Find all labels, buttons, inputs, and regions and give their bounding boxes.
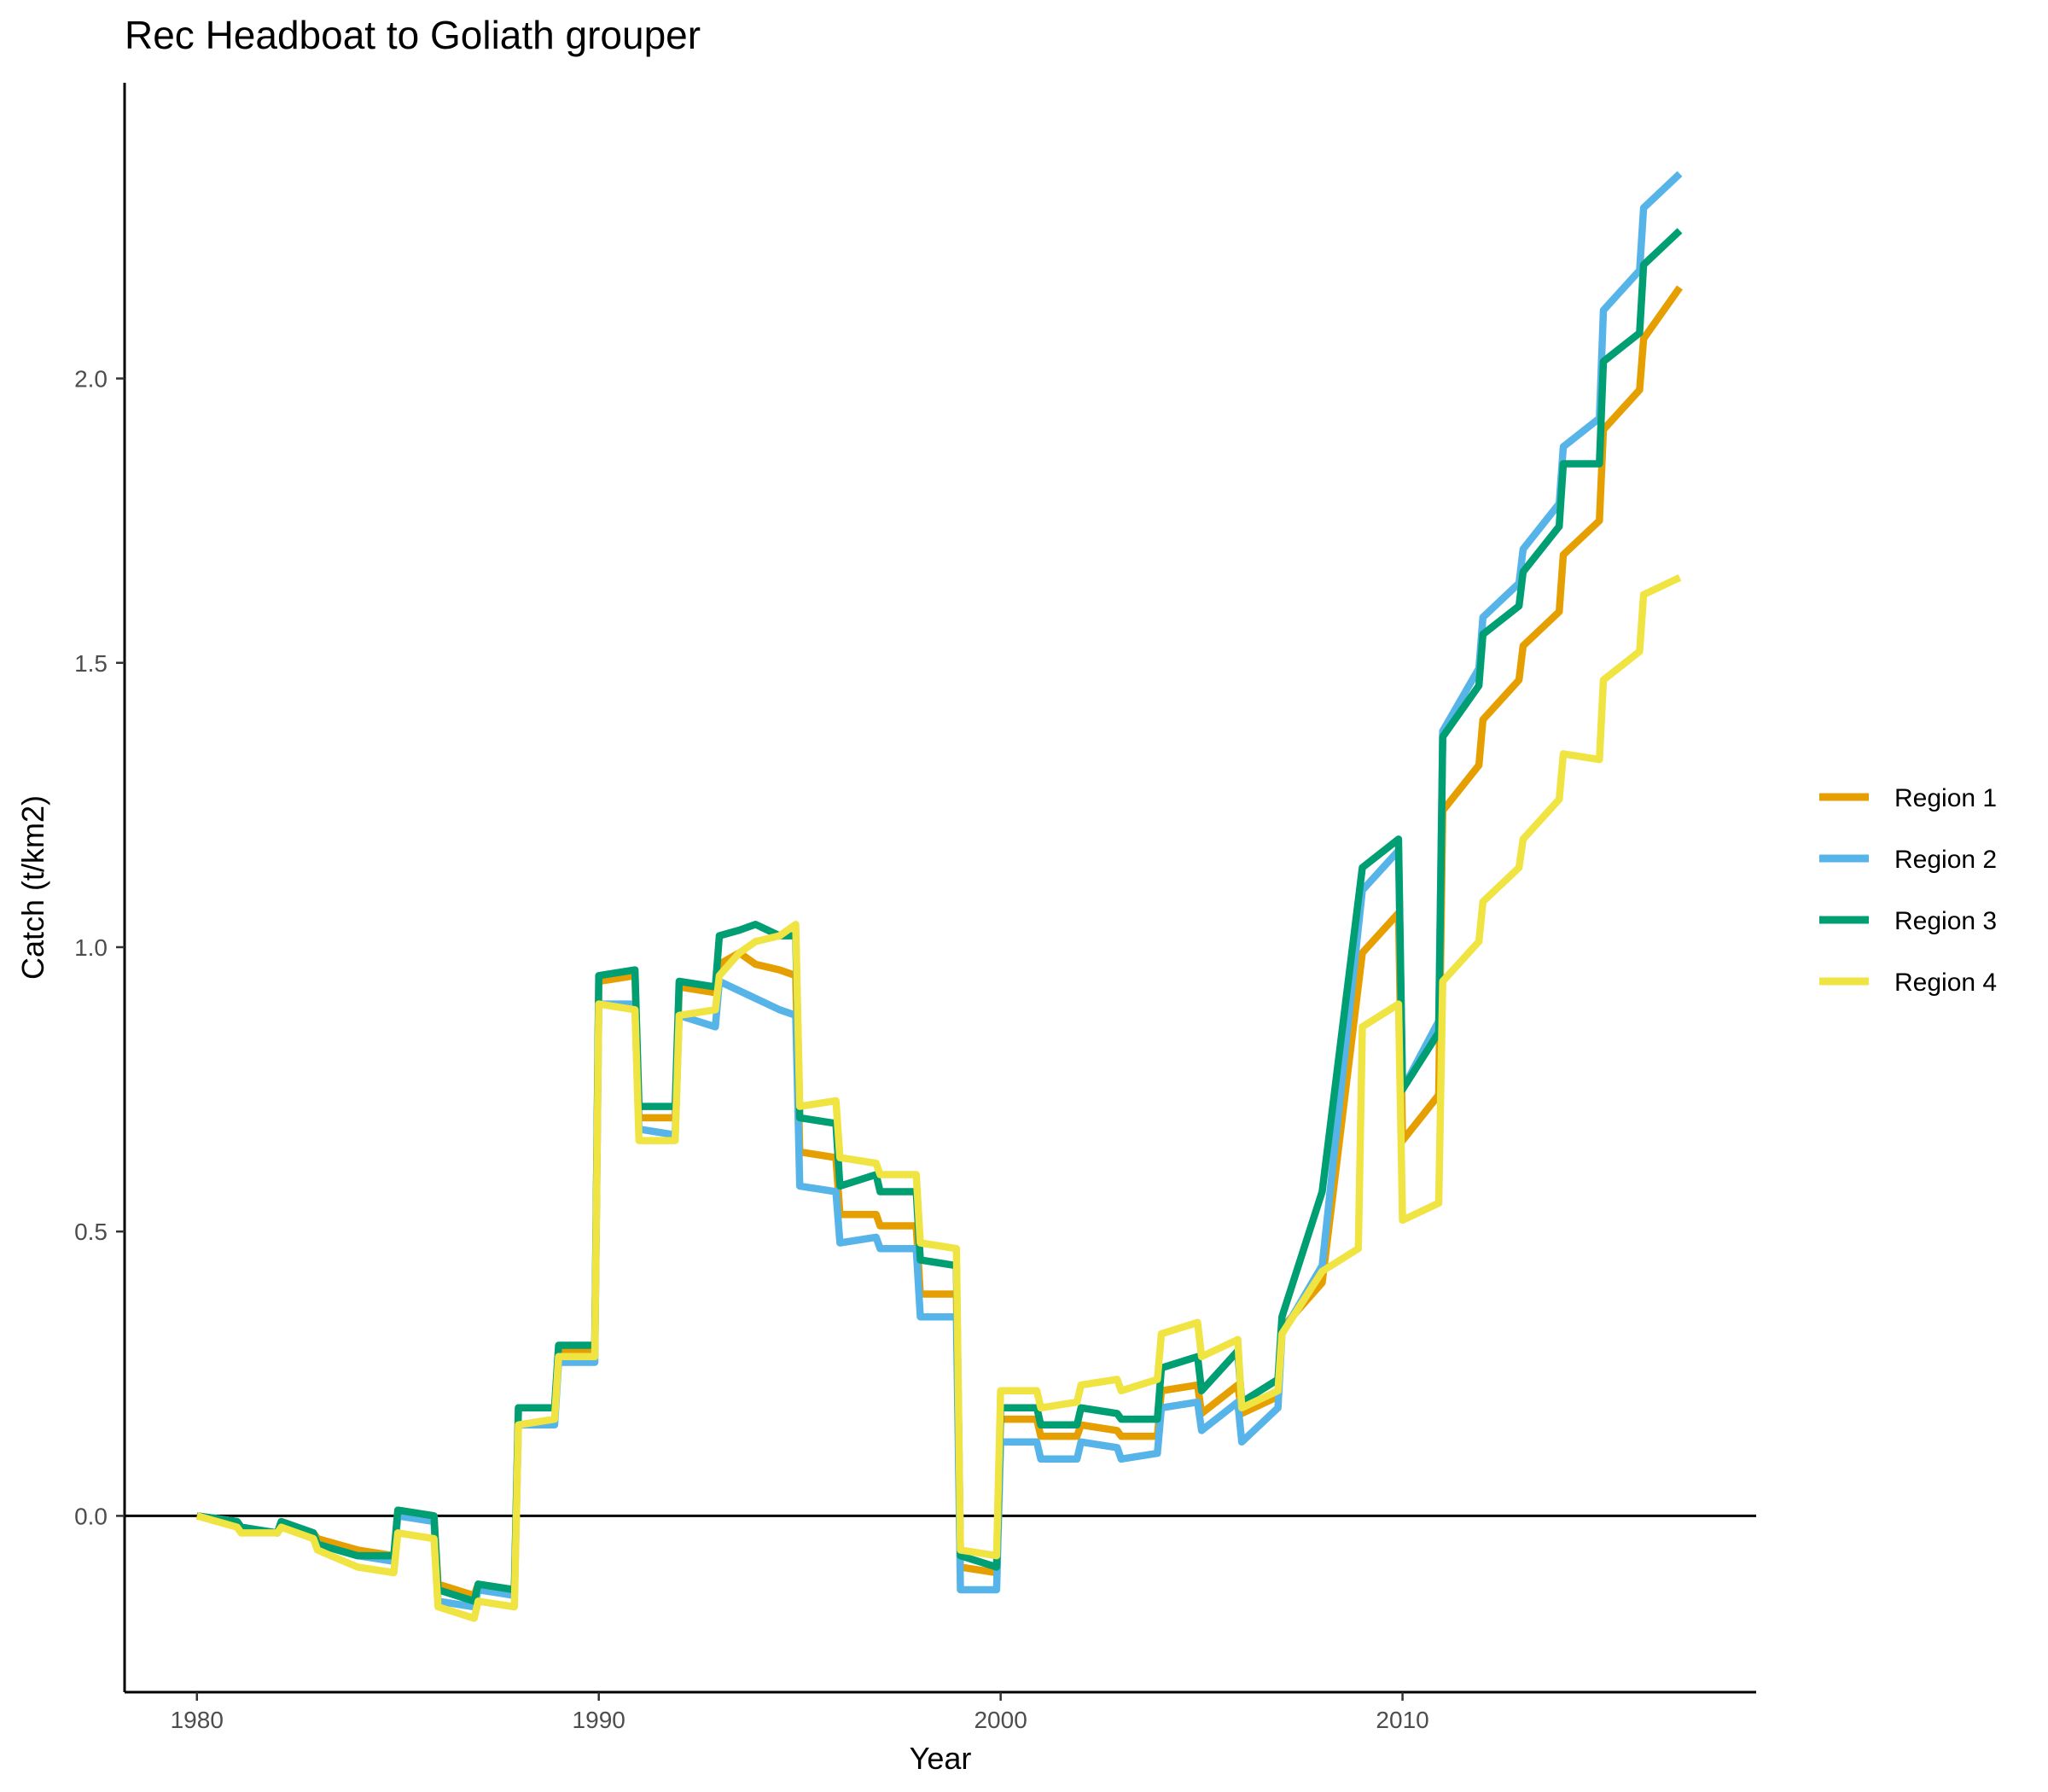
y-tick-label: 2.0 — [74, 366, 108, 393]
y-tick-label: 0.5 — [74, 1219, 108, 1245]
legend-label-region-3: Region 3 — [1894, 907, 1997, 935]
y-axis-ticks: 0.0 0.5 1.0 1.5 2.0 — [74, 366, 125, 1529]
series-line-region-4 — [195, 573, 1682, 1622]
x-axis-title: Year — [910, 1741, 972, 1776]
legend-label-region-4: Region 4 — [1894, 969, 1997, 997]
chart-title: Rec Headboat to Goliath grouper — [125, 13, 701, 57]
x-axis-ticks: 1980 1990 2000 2010 — [171, 1692, 1429, 1733]
y-tick-label: 1.0 — [74, 934, 108, 961]
legend-label-region-2: Region 2 — [1894, 846, 1997, 874]
y-tick-label: 0.0 — [74, 1503, 108, 1529]
x-tick-label: 2010 — [1376, 1707, 1428, 1733]
y-tick-label: 1.5 — [74, 650, 108, 677]
x-tick-label: 1980 — [171, 1707, 224, 1733]
y-axis-title: Catch (t/km2) — [15, 795, 50, 980]
x-tick-label: 1990 — [573, 1707, 625, 1733]
x-tick-label: 2000 — [974, 1707, 1027, 1733]
series-lines — [195, 171, 1683, 1622]
series-line-region-1 — [196, 285, 1683, 1599]
axes — [123, 83, 1756, 1694]
series-line-region-2 — [196, 171, 1683, 1611]
legend-label-region-1: Region 1 — [1894, 784, 1997, 812]
legend: Region 1 Region 2 Region 3 Region 4 — [1819, 784, 1997, 997]
series-line-region-3 — [196, 228, 1683, 1605]
